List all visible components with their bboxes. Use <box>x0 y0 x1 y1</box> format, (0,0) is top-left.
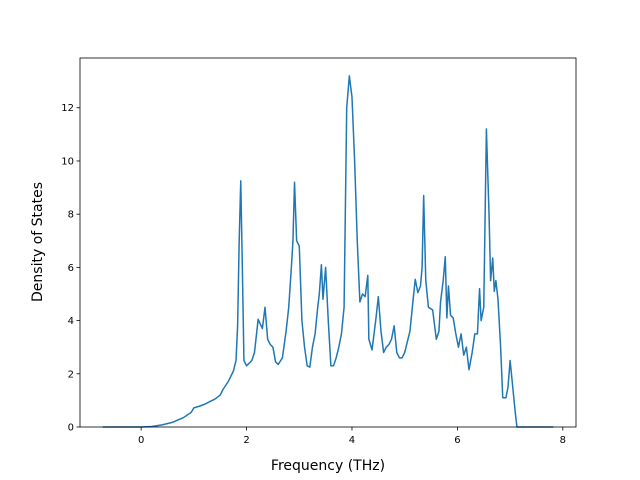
x-tick-label: 6 <box>454 435 460 446</box>
y-axis-label: Density of States <box>30 182 46 302</box>
x-tick-label: 0 <box>138 435 144 446</box>
line <box>102 75 554 428</box>
y-tick-label: 4 <box>68 316 74 327</box>
x-axis-label: Frequency (THz) <box>271 458 385 474</box>
x-tick-label: 4 <box>349 435 355 446</box>
y-tick-label: 8 <box>68 210 74 221</box>
y-tick-label: 6 <box>68 263 74 274</box>
axes-frame <box>79 57 577 428</box>
x-tick-label: 2 <box>243 435 249 446</box>
y-tick-label: 12 <box>61 103 74 114</box>
y-tick-label: 0 <box>68 423 74 434</box>
y-tick-label: 10 <box>61 156 74 167</box>
x-tick-label: 8 <box>560 435 566 446</box>
y-tick-label: 2 <box>68 369 74 380</box>
